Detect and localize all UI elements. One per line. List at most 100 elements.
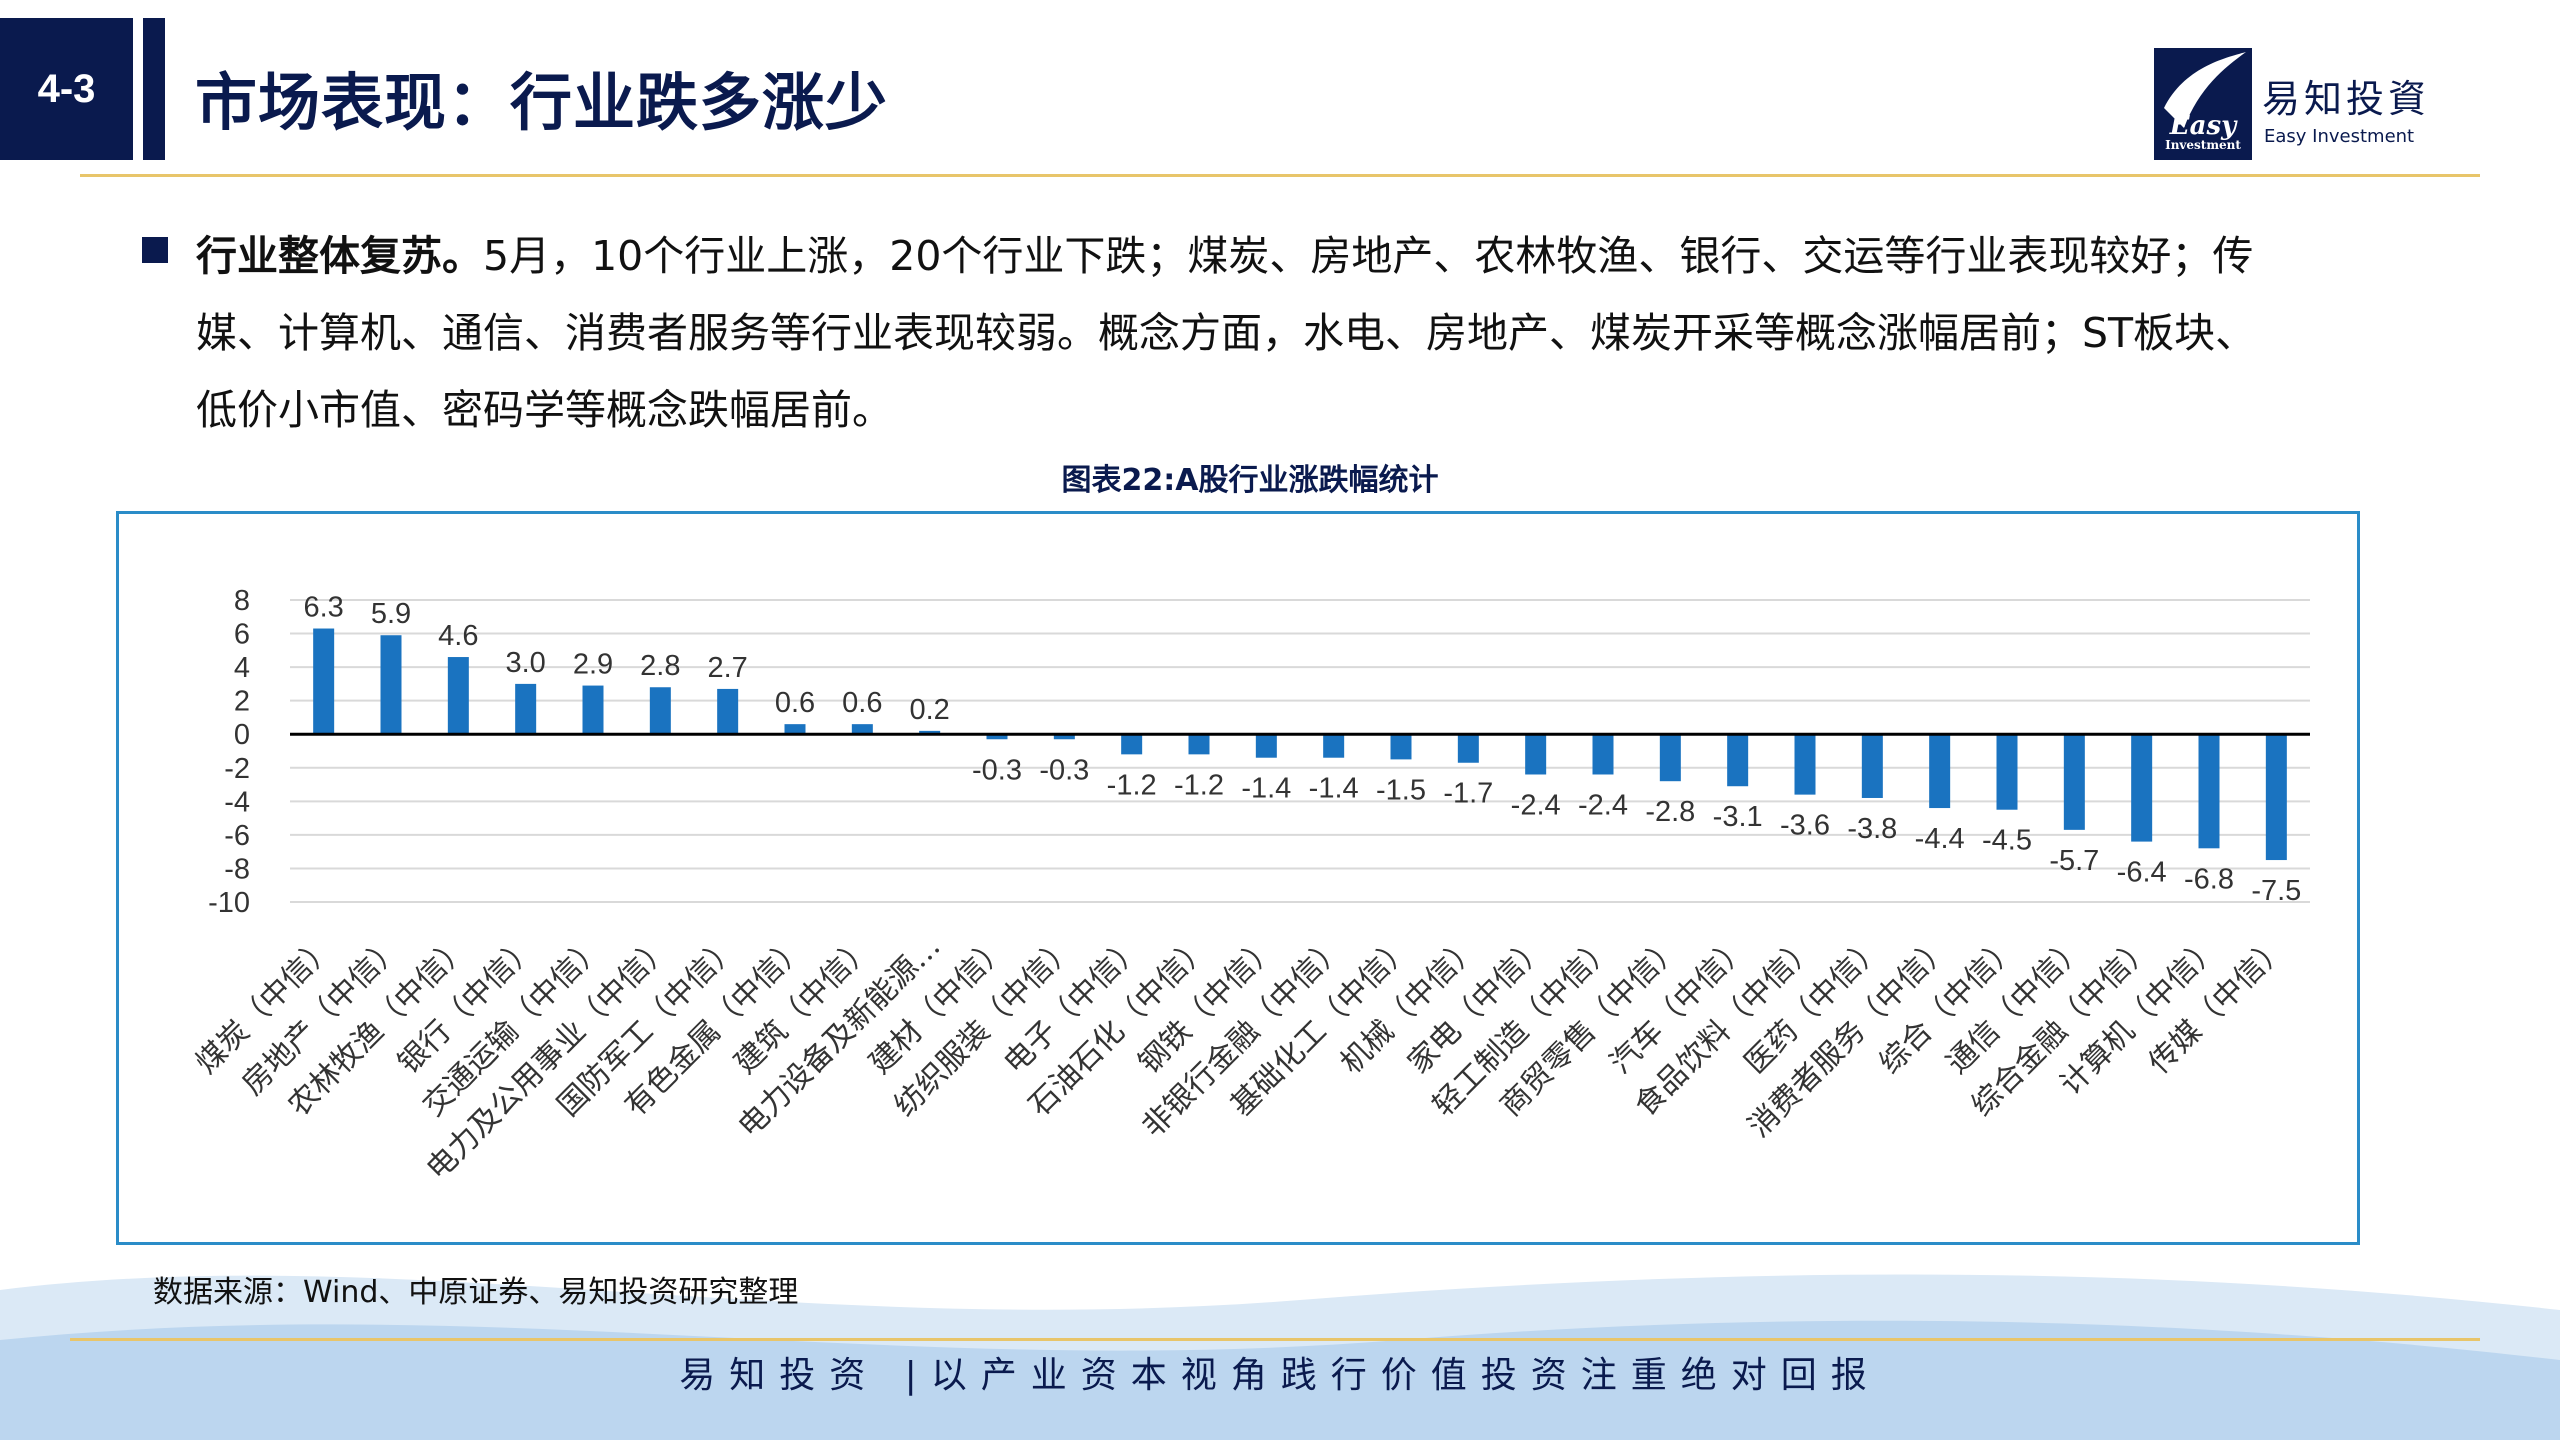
- bullet-marker: [142, 237, 168, 263]
- logo-badge: Easy: [2154, 48, 2252, 160]
- bar: [582, 685, 604, 735]
- value-label: 2.7: [708, 652, 748, 684]
- y-tick-label: -6: [224, 820, 250, 852]
- value-label: -3.8: [1847, 813, 1897, 845]
- bar: [313, 628, 335, 735]
- bar: [851, 724, 873, 735]
- bar: [1794, 734, 1816, 795]
- bar: [515, 683, 537, 735]
- value-label: -3.1: [1713, 801, 1763, 833]
- bar: [1390, 734, 1412, 760]
- section-number-badge: 4-3: [0, 18, 133, 160]
- value-label: -5.7: [2049, 845, 2099, 877]
- value-label: -3.6: [1780, 810, 1830, 842]
- value-label: -6.4: [2117, 857, 2167, 889]
- bar: [1053, 734, 1075, 740]
- bar: [986, 734, 1008, 740]
- bar: [2265, 734, 2287, 861]
- logo-name-cn: 易知投資: [2262, 77, 2431, 121]
- chart-title: 图表22:A股行业涨跌幅统计: [1061, 463, 1439, 498]
- value-label: 3.0: [506, 647, 546, 679]
- value-label: 0.6: [842, 687, 882, 719]
- bar: [919, 730, 941, 735]
- bar: [649, 687, 671, 735]
- bar: [1727, 734, 1749, 787]
- value-label: -4.4: [1915, 823, 1965, 855]
- bar: [447, 657, 469, 735]
- footer-divider: [70, 1338, 2480, 1341]
- value-label: -1.5: [1376, 774, 1426, 806]
- value-label: -2.4: [1511, 789, 1561, 821]
- chart-frame: [116, 511, 2360, 1245]
- logo-name-en: Easy Investment: [2264, 126, 2415, 147]
- bar: [1861, 734, 1883, 798]
- value-label: -1.2: [1107, 769, 1157, 801]
- bar: [2131, 734, 2153, 842]
- value-label: 2.8: [640, 650, 680, 682]
- section-accent-bar: [143, 18, 165, 160]
- bar: [784, 724, 806, 735]
- logo-badge-subtext: Investment: [2165, 138, 2241, 152]
- bar: [1255, 734, 1277, 758]
- section-number: 4-3: [37, 66, 96, 111]
- bar: [717, 688, 739, 735]
- chart-bars: [313, 628, 2287, 861]
- value-label: -1.4: [1309, 773, 1359, 805]
- footer-wave-decoration: [0, 1274, 2560, 1440]
- value-label: 5.9: [371, 598, 411, 630]
- bar: [1525, 734, 1547, 775]
- bar: [1996, 734, 2018, 810]
- bar: [1188, 734, 1210, 755]
- value-label: -6.8: [2184, 863, 2234, 895]
- bar: [1457, 734, 1479, 763]
- footer-slogan: 易知投资 |以产业资本视角践行价值投资注重绝对回报: [679, 1355, 1881, 1396]
- data-source-note: 数据来源：Wind、中原证券、易知投资研究整理: [153, 1275, 799, 1310]
- value-label: -2.4: [1578, 789, 1628, 821]
- summary-lead: 行业整体复苏。: [196, 232, 483, 280]
- header-divider: [80, 174, 2480, 177]
- summary-line-1-text: 5月，10个行业上涨，20个行业下跌；煤炭、房地产、农林牧渔、银行、交运等行业表…: [483, 232, 2254, 280]
- y-tick-label: -2: [224, 753, 250, 785]
- value-label: 6.3: [304, 592, 344, 624]
- bar: [1121, 734, 1143, 755]
- bar: [1592, 734, 1614, 775]
- summary-paragraph: 行业整体复苏。5月，10个行业上涨，20个行业下跌；煤炭、房地产、农林牧渔、银行…: [196, 218, 2366, 449]
- value-label: -1.4: [1241, 773, 1291, 805]
- summary-line-3: 低价小市值、密码学等概念跌幅居前。: [196, 386, 893, 434]
- value-label: -1.7: [1443, 778, 1493, 810]
- value-label: -4.5: [1982, 825, 2032, 857]
- value-label: 4.6: [438, 620, 478, 652]
- bar: [1323, 734, 1345, 758]
- page-title: 市场表现：行业跌多涨少: [195, 66, 889, 139]
- bar: [2063, 734, 2085, 830]
- y-tick-label: 2: [234, 686, 250, 718]
- summary-line-2: 媒、计算机、通信、消费者服务等行业表现较弱。概念方面，水电、房地产、煤炭开采等概…: [196, 309, 2257, 357]
- y-tick-label: 4: [234, 652, 250, 684]
- value-label: 2.9: [573, 649, 613, 681]
- bar: [1929, 734, 1951, 809]
- y-tick-label: -4: [224, 786, 250, 818]
- value-label: -7.5: [2251, 875, 2301, 907]
- value-label: -0.3: [972, 754, 1022, 786]
- value-label: -0.3: [1039, 754, 1089, 786]
- logo-badge-text: Easy: [2169, 111, 2238, 141]
- x-axis-category-labels: 煤炭（中信）房地产（中信）农林牧渔（中信）银行（中信）交通运输（中信）电力及公用…: [189, 929, 2294, 1187]
- bar: [1659, 734, 1681, 782]
- y-tick-label: 6: [234, 619, 250, 651]
- chart-value-labels: 6.3 5.9 4.6 3.0 2.9 2.8 2.7 0.6 0.6 0.2 -0.3 -0.3 -1…: [304, 592, 2302, 908]
- chart-gridlines: [290, 599, 2310, 903]
- bar: [380, 635, 402, 735]
- y-tick-label: -8: [224, 853, 250, 885]
- y-tick-label: 0: [234, 719, 250, 751]
- y-tick-label: 8: [234, 585, 250, 617]
- value-label: 0.6: [775, 687, 815, 719]
- y-tick-label: -10: [208, 887, 250, 919]
- value-label: -2.8: [1645, 796, 1695, 828]
- value-label: -1.2: [1174, 769, 1224, 801]
- bar: [2198, 734, 2220, 849]
- logo-swoosh-icon: Easy: [2164, 52, 2246, 141]
- value-label: 0.2: [910, 694, 950, 726]
- summary-line-1: 行业整体复苏。5月，10个行业上涨，20个行业下跌；煤炭、房地产、农林牧渔、银行…: [196, 218, 2366, 295]
